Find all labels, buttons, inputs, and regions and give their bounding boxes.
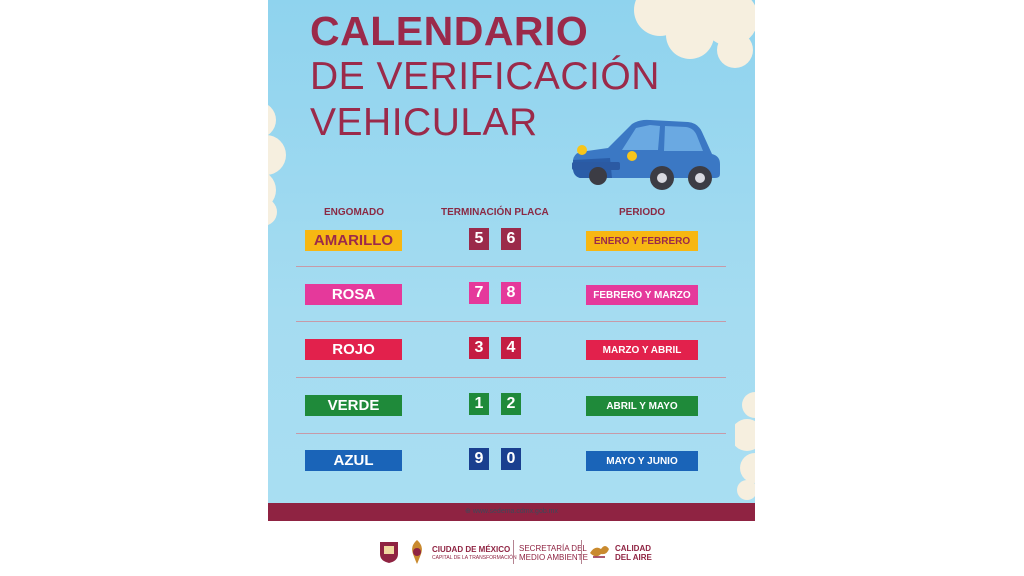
plate-digit: 9: [469, 448, 489, 470]
period-label: MAYO Y JUNIO: [586, 451, 698, 471]
plate-digit: 1: [469, 393, 489, 415]
table-row: AMARILLO 5 6 ENERO Y FEBRERO: [268, 226, 755, 256]
column-header-plate: TERMINACIÓN PLACA: [441, 207, 549, 218]
period-label: ENERO Y FEBRERO: [586, 231, 698, 251]
website-url[interactable]: ⊕ www.sedema.cdmx.gob.mx: [268, 507, 755, 515]
row-divider: [296, 321, 726, 322]
institution-logos: CIUDAD DE MÉXICO CAPITAL DE LA TRANSFORM…: [378, 536, 658, 566]
calidad-line-1: CALIDAD: [615, 544, 651, 553]
plate-digit: 0: [501, 448, 521, 470]
sticker-color-label: VERDE: [305, 395, 402, 416]
footer-bar: [268, 503, 755, 521]
row-divider: [296, 377, 726, 378]
title-line-3: VEHICULAR: [310, 101, 538, 144]
row-divider: [296, 433, 726, 434]
plate-digit: 6: [501, 228, 521, 250]
plate-digit: 2: [501, 393, 521, 415]
cloud-decoration-left: [268, 105, 286, 226]
title-line-2: DE VERIFICACIÓN: [310, 55, 660, 98]
calidad-del-aire-icon: [590, 546, 609, 558]
cdmx-emblem-icon: [412, 540, 422, 564]
cdmx-shield-icon: [380, 542, 398, 563]
sticker-color-label: ROJO: [305, 339, 402, 360]
sedema-line-1: SECRETARÍA DEL: [519, 544, 587, 553]
table-row: VERDE 1 2 ABRIL Y MAYO: [268, 391, 755, 421]
cloud-decoration-right: [735, 392, 755, 500]
table-row: ROSA 7 8 FEBRERO Y MARZO: [268, 280, 755, 310]
plate-digit: 7: [469, 282, 489, 304]
plate-digit: 4: [501, 337, 521, 359]
row-divider: [296, 266, 726, 267]
column-header-sticker: ENGOMADO: [324, 207, 384, 218]
car-illustration: [572, 119, 720, 190]
poster: CALENDARIO DE VERIFICACIÓN VEHICULAR ENG…: [268, 0, 755, 521]
cdmx-title: CIUDAD DE MÉXICO: [432, 545, 511, 554]
period-label: MARZO Y ABRIL: [586, 340, 698, 360]
website-url-text: www.sedema.cdmx.gob.mx: [472, 508, 559, 515]
logo-divider: [513, 540, 514, 564]
period-label: FEBRERO Y MARZO: [586, 285, 698, 305]
globe-icon: ⊕: [464, 508, 471, 515]
cdmx-subtitle: CAPITAL DE LA TRANSFORMACIÓN: [432, 555, 517, 561]
table-row: AZUL 9 0 MAYO Y JUNIO: [268, 446, 755, 476]
plate-digit: 3: [469, 337, 489, 359]
sticker-color-label: AMARILLO: [305, 230, 402, 251]
column-header-period: PERIODO: [619, 207, 666, 218]
period-label: ABRIL Y MAYO: [586, 396, 698, 416]
sticker-color-label: AZUL: [305, 450, 402, 471]
sedema-line-2: MEDIO AMBIENTE: [519, 553, 588, 562]
sticker-color-label: ROSA: [305, 284, 402, 305]
plate-digit: 5: [469, 228, 489, 250]
plate-digit: 8: [501, 282, 521, 304]
table-row: ROJO 3 4 MARZO Y ABRIL: [268, 335, 755, 365]
calidad-line-2: DEL AIRE: [615, 553, 652, 562]
cloud-decoration-top-right: [634, 0, 755, 68]
title-line-1: CALENDARIO: [310, 8, 589, 54]
logo-divider: [581, 540, 582, 564]
